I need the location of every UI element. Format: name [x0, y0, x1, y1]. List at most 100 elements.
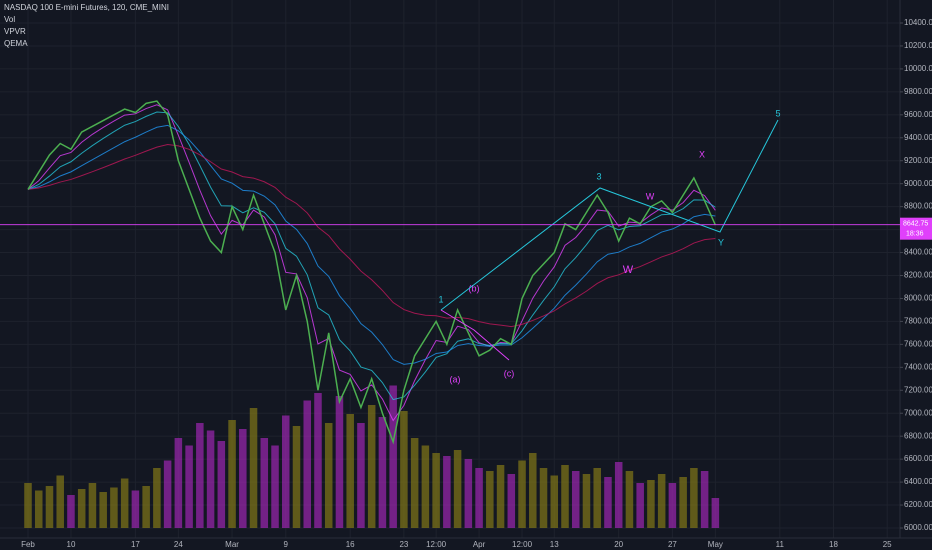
- wave-label: X: [699, 149, 705, 159]
- x-tick-label: 27: [668, 540, 677, 549]
- volume-bar: [432, 453, 440, 528]
- volume-bar: [99, 492, 107, 528]
- wave-line: [440, 119, 779, 311]
- volume-bar: [571, 471, 580, 528]
- volume-bar: [657, 474, 666, 528]
- x-tick-label: 9: [284, 540, 289, 549]
- volume-bar: [539, 468, 548, 528]
- last-price-time: 18:36: [906, 231, 924, 238]
- x-tick-label: 17: [131, 540, 140, 549]
- volume-bar: [24, 483, 32, 528]
- price-group: [27, 100, 717, 445]
- ema-line: [27, 111, 716, 401]
- x-tick-label: 16: [346, 540, 355, 549]
- x-tick-label: 18: [829, 540, 838, 549]
- volume-bar: [228, 420, 236, 528]
- price-line: [27, 100, 717, 445]
- y-tick-label: 7200.00: [904, 385, 932, 394]
- y-tick-label: 7400.00: [904, 362, 932, 371]
- volume-bar: [700, 471, 709, 528]
- volume-bar: [636, 483, 644, 528]
- y-tick-label: 9200.00: [904, 156, 932, 165]
- volume-bar: [174, 438, 183, 528]
- x-tick-label: Mar: [225, 540, 239, 549]
- volume-bar: [110, 487, 118, 528]
- volume-bar: [142, 486, 150, 528]
- wave-label: W: [646, 191, 655, 201]
- volume-bar: [400, 411, 408, 528]
- y-tick-label: 6200.00: [904, 500, 932, 509]
- volume-bar: [292, 426, 301, 528]
- volume-bar: [282, 415, 290, 528]
- wave-label: 3: [596, 171, 601, 181]
- chart-title: NASDAQ 100 E-mini Futures, 120, CME_MINI: [4, 3, 169, 12]
- y-tick-label: 7000.00: [904, 408, 932, 417]
- volume-bar: [443, 456, 451, 528]
- wave-labels: 1 (a) (b) (c) 3 W X Y W 5: [438, 108, 780, 384]
- x-tick-label: 11: [776, 540, 785, 549]
- volume-bar: [346, 414, 354, 528]
- y-tick-label: 6800.00: [904, 431, 932, 440]
- volume-bar: [335, 396, 344, 528]
- volume-bar: [464, 459, 473, 528]
- volume-bar: [196, 423, 204, 528]
- volume-bar: [131, 490, 140, 528]
- wave-label: Y: [718, 237, 724, 247]
- ema-line: [27, 144, 716, 328]
- volume-bar: [614, 462, 623, 528]
- volume-bar: [453, 450, 462, 528]
- volume-bar: [529, 453, 537, 528]
- wave-label: (c): [504, 368, 515, 378]
- volume-bar: [550, 475, 559, 528]
- volume-bar: [77, 489, 86, 528]
- volume-bar: [249, 408, 258, 528]
- volume-bar: [88, 483, 97, 528]
- x-tick-label: Apr: [473, 540, 486, 549]
- volume-bar: [260, 438, 269, 528]
- volume-bar: [647, 480, 655, 528]
- y-tick-label: 6600.00: [904, 454, 932, 463]
- volume-bar: [324, 423, 333, 528]
- volume-bar: [217, 441, 226, 528]
- y-tick-label: 7800.00: [904, 317, 932, 326]
- y-tick-label: 9000.00: [904, 179, 932, 188]
- volume-bar: [690, 468, 698, 528]
- y-tick-label: 7600.00: [904, 339, 932, 348]
- x-tick-label: Feb: [21, 540, 35, 549]
- wave-label: 5: [775, 108, 780, 118]
- volume-bar: [45, 486, 54, 528]
- volume-bar: [314, 393, 322, 528]
- x-tick-label: 10: [67, 540, 76, 549]
- y-tick-label: 8200.00: [904, 271, 932, 280]
- wave-label: (a): [450, 374, 461, 384]
- volume-bar: [206, 430, 215, 528]
- y-tick-label: 9600.00: [904, 110, 932, 119]
- volume-bar: [582, 474, 591, 528]
- volume-bar: [153, 468, 161, 528]
- y-tick-label: 8800.00: [904, 202, 932, 211]
- volume-bar: [357, 423, 365, 528]
- y-tick-label: 9400.00: [904, 133, 932, 142]
- volume-bar: [711, 498, 720, 528]
- volume-bar: [496, 465, 505, 528]
- volume-bar: [668, 483, 677, 528]
- y-tick-label: 10400.00: [904, 18, 932, 27]
- wave-label: 1: [438, 294, 443, 304]
- ema-line: [27, 104, 716, 422]
- wave-line: [440, 309, 510, 361]
- volume-bar: [421, 445, 430, 528]
- indicator-label: Vol: [4, 15, 15, 24]
- last-price-tag: [900, 217, 932, 240]
- volume-bar: [367, 405, 376, 528]
- x-tick-label: May: [708, 540, 723, 549]
- volume-bar: [389, 385, 397, 528]
- x-tick-label: 20: [614, 540, 623, 549]
- volume-bar: [507, 474, 516, 528]
- volume-bar: [518, 460, 526, 528]
- indicator-label: QEMA: [4, 39, 28, 48]
- volume-bar: [475, 468, 483, 528]
- y-tick-label: 10200.00: [904, 41, 932, 50]
- x-tick-label: 12:00: [426, 540, 447, 549]
- y-tick-label: 8400.00: [904, 248, 932, 257]
